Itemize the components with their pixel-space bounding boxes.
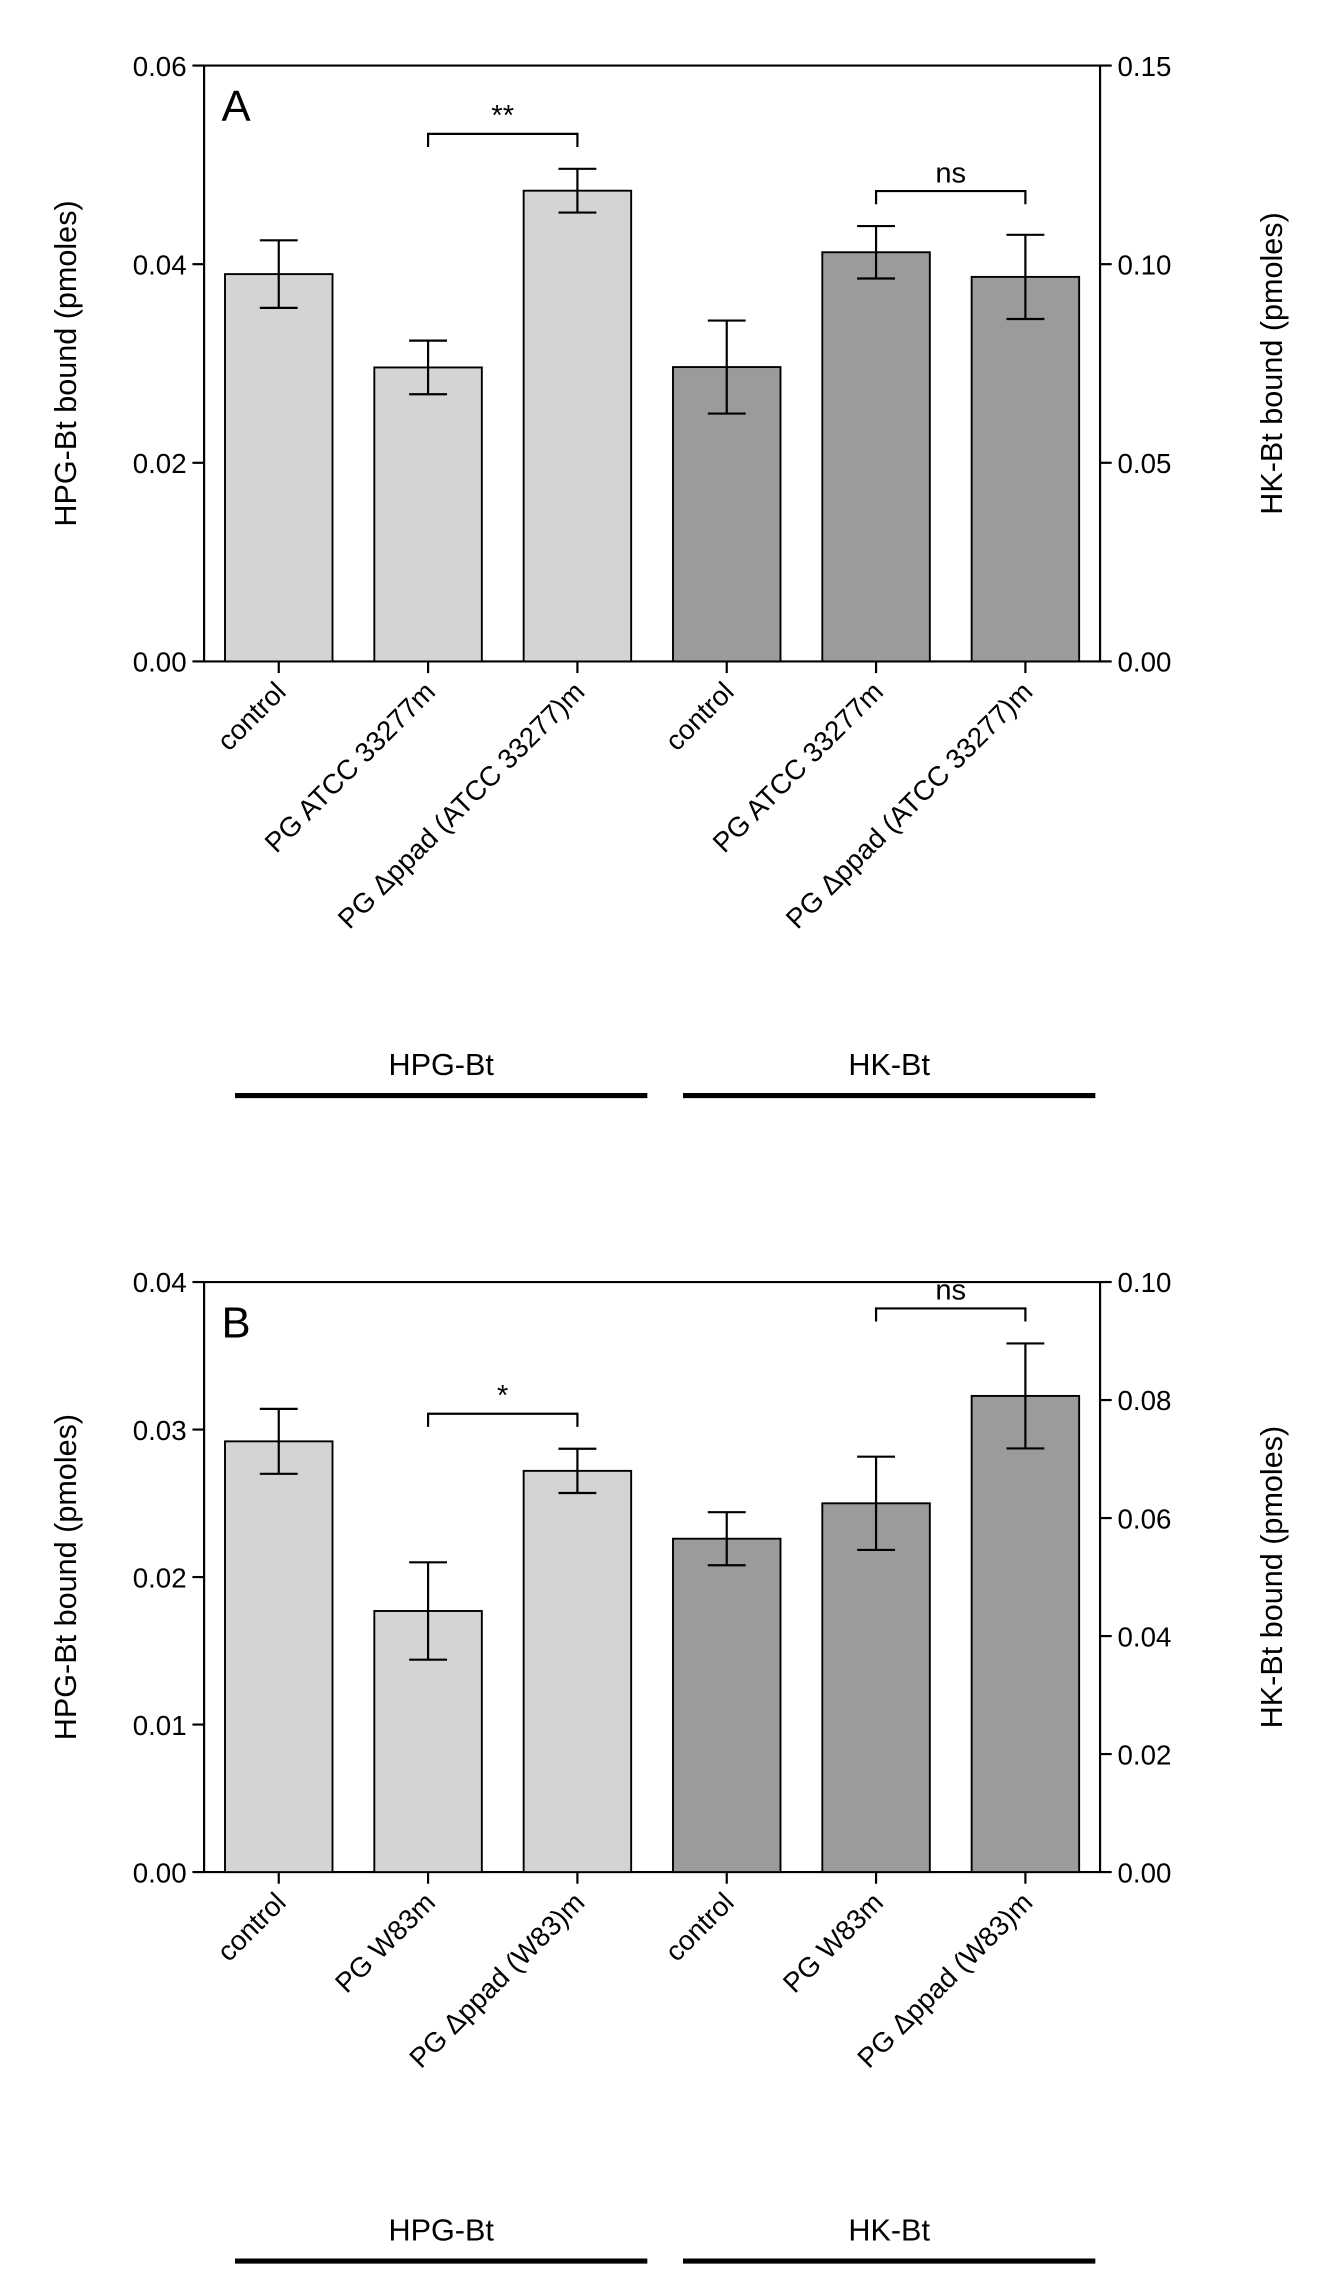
y-tick-label: 0.02 xyxy=(133,448,187,479)
x-tick-label: PG W83m xyxy=(329,1886,441,1998)
bar xyxy=(970,275,1081,663)
error-bar xyxy=(558,1447,597,1495)
bar xyxy=(821,251,931,663)
y2-tick-label: 0.00 xyxy=(1118,1857,1172,1888)
y-tick-label: 0.02 xyxy=(133,1562,187,1593)
significance-label: ns xyxy=(935,157,966,189)
y-tick-label: 0.00 xyxy=(133,647,187,678)
error-bar xyxy=(707,319,746,415)
y2-tick-label: 0.10 xyxy=(1118,1267,1172,1298)
group-label: HK-Bt xyxy=(848,2214,930,2248)
y-tick-label: 0.00 xyxy=(133,1857,187,1888)
significance-bracket xyxy=(426,132,579,147)
significance-bracket xyxy=(426,1412,579,1427)
y-axis-label: HPG-Bt bound (pmoles) xyxy=(49,1414,83,1740)
panel-label: A xyxy=(222,82,252,131)
bar xyxy=(522,189,633,663)
y2-tick-label: 0.05 xyxy=(1118,448,1172,479)
error-bar xyxy=(409,1561,448,1661)
y2-tick-label: 0.00 xyxy=(1118,647,1172,678)
y-tick-label: 0.03 xyxy=(133,1415,187,1446)
x-tick-label: control xyxy=(211,1886,292,1967)
y2-tick-label: 0.15 xyxy=(1118,51,1172,82)
x-tick-label: PG W83m xyxy=(777,1886,889,1998)
y-tick-label: 0.06 xyxy=(133,51,187,82)
error-bar xyxy=(558,167,597,214)
error-bar xyxy=(857,1455,896,1552)
y2-tick-label: 0.06 xyxy=(1118,1503,1172,1534)
bar xyxy=(970,1394,1081,1874)
y2-tick-label: 0.10 xyxy=(1118,249,1172,280)
significance-label: ns xyxy=(935,1275,966,1307)
y2-tick-label: 0.08 xyxy=(1118,1385,1172,1416)
error-bar xyxy=(1006,233,1045,321)
panel-label: B xyxy=(222,1298,251,1347)
bar xyxy=(224,1440,334,1874)
error-bar xyxy=(259,1407,298,1475)
significance-label: ** xyxy=(491,100,514,132)
y2-tick-label: 0.04 xyxy=(1118,1621,1172,1652)
bar xyxy=(373,366,483,663)
y-tick-label: 0.01 xyxy=(133,1710,187,1741)
y-tick-label: 0.04 xyxy=(133,1267,187,1298)
bar xyxy=(672,1537,782,1874)
bar xyxy=(522,1469,633,1874)
y2-axis-label: HK-Bt bound (pmoles) xyxy=(1255,1426,1289,1729)
error-bar xyxy=(857,224,896,280)
x-tick-label: control xyxy=(659,1886,740,1967)
error-bar xyxy=(259,239,298,309)
x-tick-label: control xyxy=(659,676,740,757)
y-axis-label: HPG-Bt bound (pmoles) xyxy=(49,200,83,526)
group-label: HPG-Bt xyxy=(389,1048,495,1082)
y-tick-label: 0.04 xyxy=(133,249,187,280)
y2-axis-label: HK-Bt bound (pmoles) xyxy=(1255,212,1289,515)
significance-bracket xyxy=(874,1307,1027,1322)
x-tick-label: PG Δppad (ATCC 33277)m xyxy=(332,676,591,935)
group-label: HK-Bt xyxy=(848,1048,930,1082)
significance-label: * xyxy=(497,1380,508,1412)
group-label: HPG-Bt xyxy=(389,2214,495,2248)
error-bar xyxy=(1006,1342,1045,1450)
error-bar xyxy=(707,1511,746,1567)
error-bar xyxy=(409,339,448,396)
significance-bracket xyxy=(874,189,1027,205)
bar xyxy=(821,1502,931,1874)
bar xyxy=(224,273,334,663)
x-tick-label: PG Δppad (ATCC 33277)m xyxy=(780,676,1039,935)
x-tick-label: control xyxy=(211,676,292,757)
y2-tick-label: 0.02 xyxy=(1118,1739,1172,1770)
